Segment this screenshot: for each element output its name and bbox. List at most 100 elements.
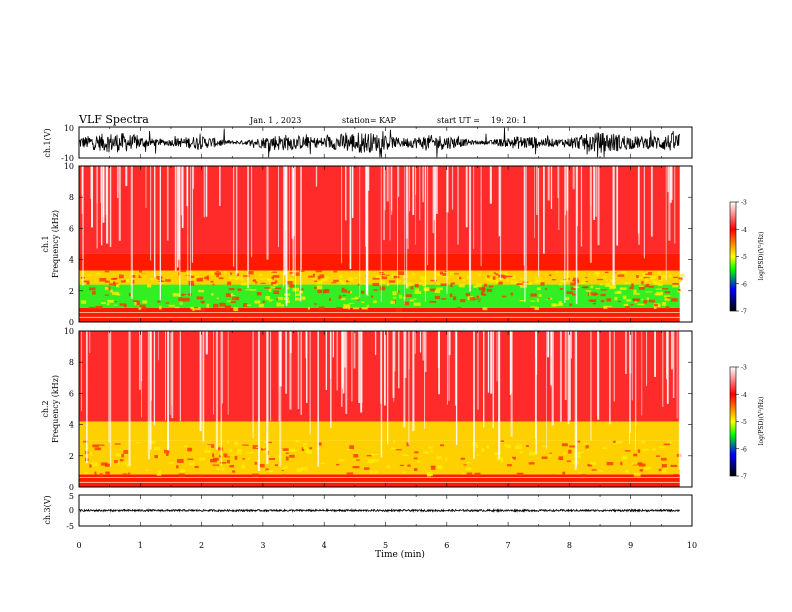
spectrogram-speckle (114, 459, 118, 464)
spectrogram-speckle (230, 301, 237, 303)
time-axis-tick-label: 8 (567, 541, 572, 550)
spectrogram-streak (564, 166, 566, 303)
spectrogram-speckle (633, 453, 638, 457)
spectrogram-streak (558, 166, 560, 230)
spectrogram-streak (145, 166, 147, 208)
spectrogram-speckle (621, 455, 627, 460)
spectrogram-speckle (519, 284, 523, 287)
spectrogram-speckle (595, 287, 601, 290)
spectrogram-speckle (215, 467, 221, 470)
spectrogram-speckle (237, 449, 242, 453)
spectrogram-speckle (600, 293, 606, 297)
spectrogram-streak (345, 166, 347, 221)
spectrogram-speckle (633, 473, 641, 477)
spectrogram-speckle (346, 472, 354, 475)
spectrogram-ytick-label: 8 (69, 193, 74, 202)
spectrogram-speckle (126, 464, 131, 468)
spectrogram-speckle (113, 304, 118, 306)
spectrogram-speckle (587, 463, 593, 467)
spectrogram-speckle (506, 444, 511, 449)
spectrogram-speckle (286, 286, 290, 290)
spectrogram-speckle (210, 293, 214, 296)
spectrogram-speckle (271, 276, 274, 280)
spectrogram-speckle (204, 449, 211, 453)
spectrogram-streak (282, 166, 284, 288)
spectrogram-speckle (375, 275, 381, 279)
spectrogram-speckle (404, 301, 410, 306)
spectrogram-speckle (665, 306, 670, 310)
spectrogram-streak (480, 166, 482, 266)
spectrogram-streak (498, 331, 501, 454)
spectrogram-speckle (342, 295, 346, 297)
spectrogram-speckle (486, 445, 489, 449)
spectrogram-speckle (374, 471, 378, 474)
spectrogram-speckle (212, 464, 220, 466)
spectrogram-speckle (639, 469, 644, 472)
spectrogram-speckle (450, 282, 456, 285)
spectrogram-speckle (328, 298, 332, 301)
spectrogram-speckle (357, 283, 360, 286)
spectrogram-streak (551, 331, 553, 356)
spectrogram-speckle (445, 457, 448, 462)
spectrogram-streak (457, 166, 459, 245)
colorbar-tick-label: -7 (741, 309, 747, 316)
spectrogram-streak (278, 331, 280, 422)
spectrogram-speckle (338, 295, 342, 299)
spectrogram-streak (358, 331, 361, 404)
spectrogram-streak (171, 331, 174, 419)
spectrogram-speckle (592, 302, 596, 305)
spectrogram-streak (546, 331, 547, 450)
spectrogram-speckle (339, 279, 347, 283)
spectrogram-speckle (146, 284, 152, 288)
spectrogram-speckle (655, 455, 660, 457)
spectrogram-streak (667, 166, 669, 193)
ch1-waveform-line (78, 127, 681, 158)
spectrogram-speckle (568, 449, 572, 454)
spectrogram-speckle (254, 460, 261, 464)
spectrogram-speckle (465, 293, 470, 297)
spectrogram-speckle (286, 280, 293, 285)
spectrogram-speckle (228, 277, 236, 280)
spectrogram-band (79, 440, 680, 475)
spectrogram-streak (678, 331, 681, 470)
spectrogram-speckle (88, 306, 96, 310)
spectrogram-speckle (460, 299, 466, 303)
spectrogram-speckle (630, 304, 634, 306)
spectrogram-speckle (289, 284, 295, 288)
spectrogram-speckle (429, 300, 437, 303)
spectrogram-speckle (434, 295, 441, 300)
spectrogram-streak (403, 331, 406, 428)
spectrogram-speckle (663, 443, 670, 446)
spectrogram-speckle (281, 304, 284, 307)
spectrogram-speckle (618, 300, 622, 303)
spectrogram-speckle (168, 462, 174, 464)
spectrogram-speckle (580, 281, 587, 284)
spectrogram-speckle (591, 469, 597, 471)
spectrogram-speckle (679, 274, 685, 277)
spectrogram-speckle (399, 464, 404, 467)
spectrogram-ytick-label: 4 (69, 421, 74, 430)
spectrogram-speckle (430, 466, 436, 470)
spectrogram-speckle (212, 453, 215, 458)
spectrogram-streak (90, 166, 92, 199)
spectrogram-speckle (324, 289, 330, 293)
spectrogram-streak (171, 331, 173, 406)
spectrogram-streak (389, 166, 391, 241)
spectrogram-speckle (122, 473, 128, 476)
spectrogram-speckle (409, 299, 414, 302)
spectrogram-streak (140, 331, 143, 382)
spectrogram-speckle (500, 458, 504, 463)
time-axis-tick-label: 6 (444, 541, 449, 550)
spectrogram-streak (559, 331, 562, 422)
spectrogram-streak (82, 166, 84, 286)
spectrogram-speckle (139, 304, 146, 309)
spectrogram-speckle (414, 291, 422, 294)
spectrogram-speckle (226, 463, 232, 465)
spectrogram-speckle (128, 472, 131, 475)
spectrogram-speckle (252, 445, 259, 450)
spectrogram-speckle (476, 454, 480, 456)
panel-ch3-waveform: 5 0 -5 ch.3(V) 0 1 2 3 4 5 6 7 8 9 10 Time (min) (43, 492, 697, 560)
spectrogram-streak (149, 331, 152, 450)
spectrogram-streak (91, 166, 93, 228)
spectrogram-speckle (419, 276, 427, 280)
